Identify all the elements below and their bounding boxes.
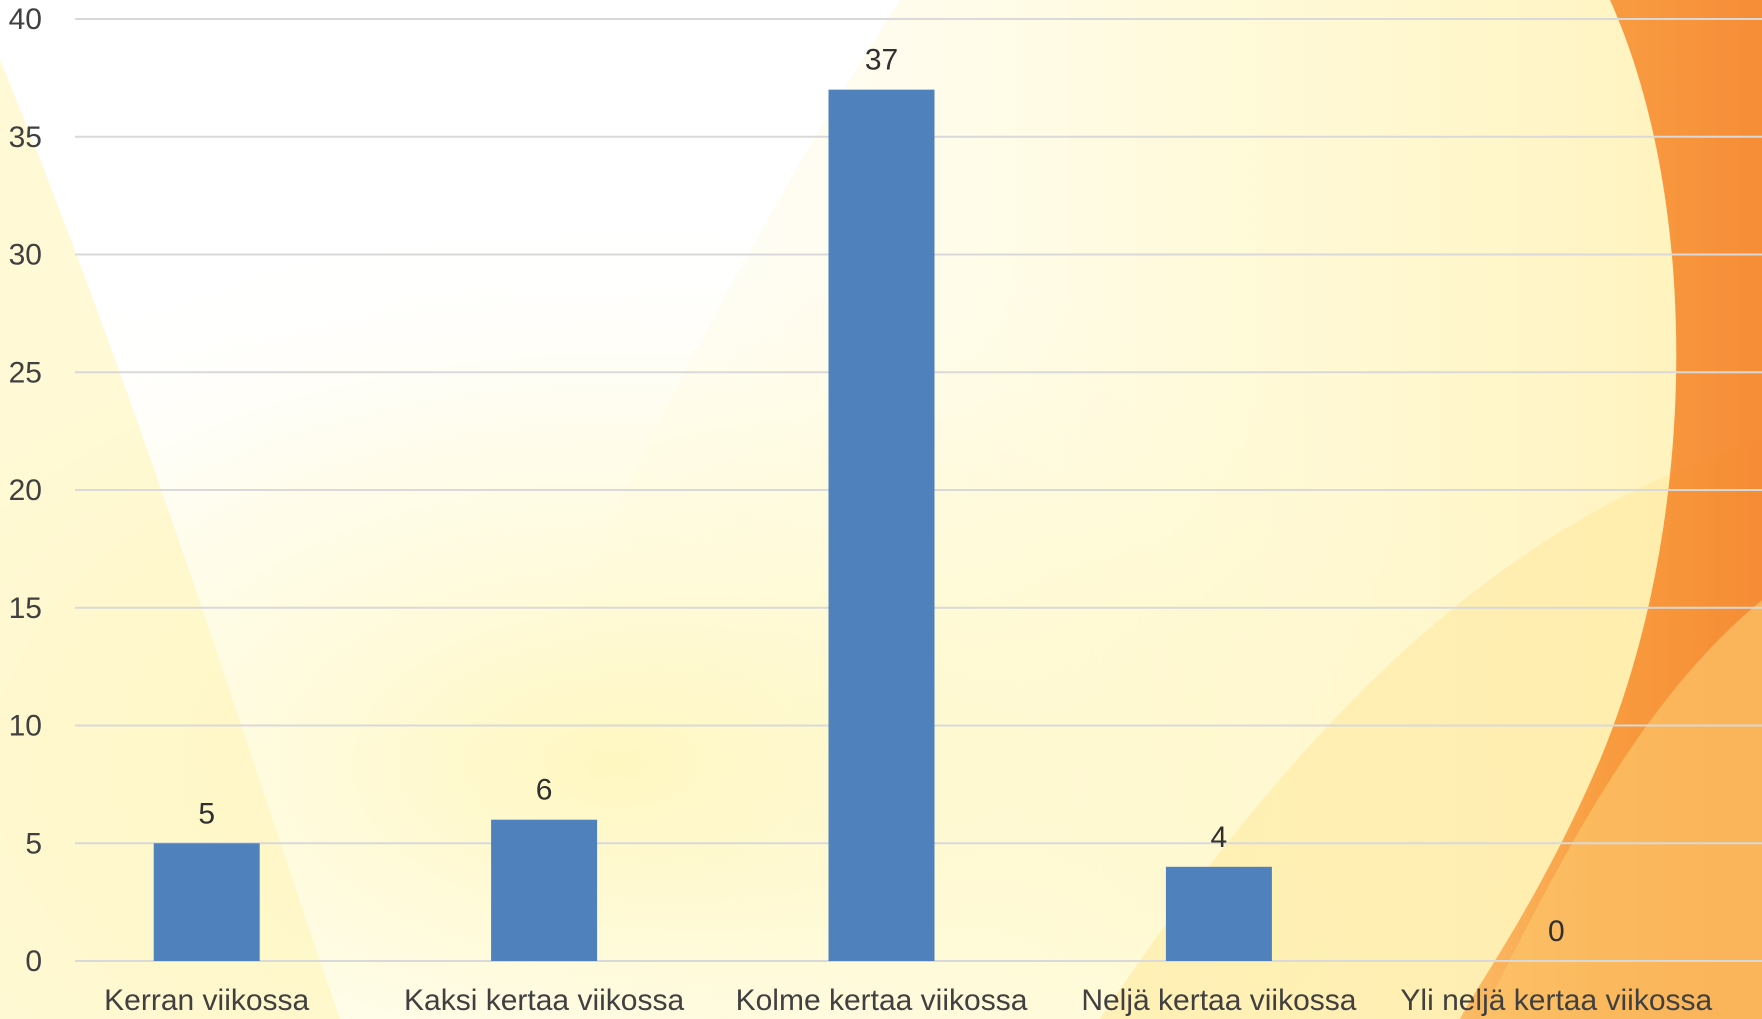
- y-tick-label: 0: [25, 945, 42, 978]
- bar-2: [491, 819, 598, 961]
- data-label-3: 37: [865, 44, 898, 77]
- category-label-5: Yli neljä kertaa viikossa: [1400, 984, 1712, 1017]
- y-tick-label: 15: [9, 592, 42, 625]
- data-label-5: 0: [1548, 915, 1565, 948]
- data-label-2: 6: [536, 774, 553, 807]
- y-tick-label: 10: [9, 710, 42, 743]
- y-tick-label: 25: [9, 356, 42, 389]
- category-label-1: Kerran viikossa: [104, 984, 309, 1017]
- category-label-4: Neljä kertaa viikossa: [1081, 984, 1356, 1017]
- y-tick-label: 5: [25, 827, 42, 860]
- y-tick-label: 40: [9, 3, 42, 36]
- y-axis-tick-labels: 0 5 10 15 20 25 30 35 40: [9, 3, 42, 978]
- bar-4: [1165, 866, 1272, 961]
- bars: [153, 89, 1272, 961]
- y-tick-label: 35: [9, 121, 42, 154]
- data-labels: 5 6 37 4 0: [198, 44, 1564, 948]
- data-label-1: 5: [198, 797, 215, 830]
- data-label-4: 4: [1211, 821, 1228, 854]
- category-label-2: Kaksi kertaa viikossa: [404, 984, 684, 1017]
- x-axis-category-labels: Kerran viikossa Kaksi kertaa viikossa Kolm…: [104, 984, 1712, 1017]
- y-tick-label: 20: [9, 474, 42, 507]
- bar-1: [153, 843, 260, 961]
- y-tick-label: 30: [9, 239, 42, 272]
- category-label-3: Kolme kertaa viikossa: [736, 984, 1028, 1017]
- bar-3: [828, 89, 935, 961]
